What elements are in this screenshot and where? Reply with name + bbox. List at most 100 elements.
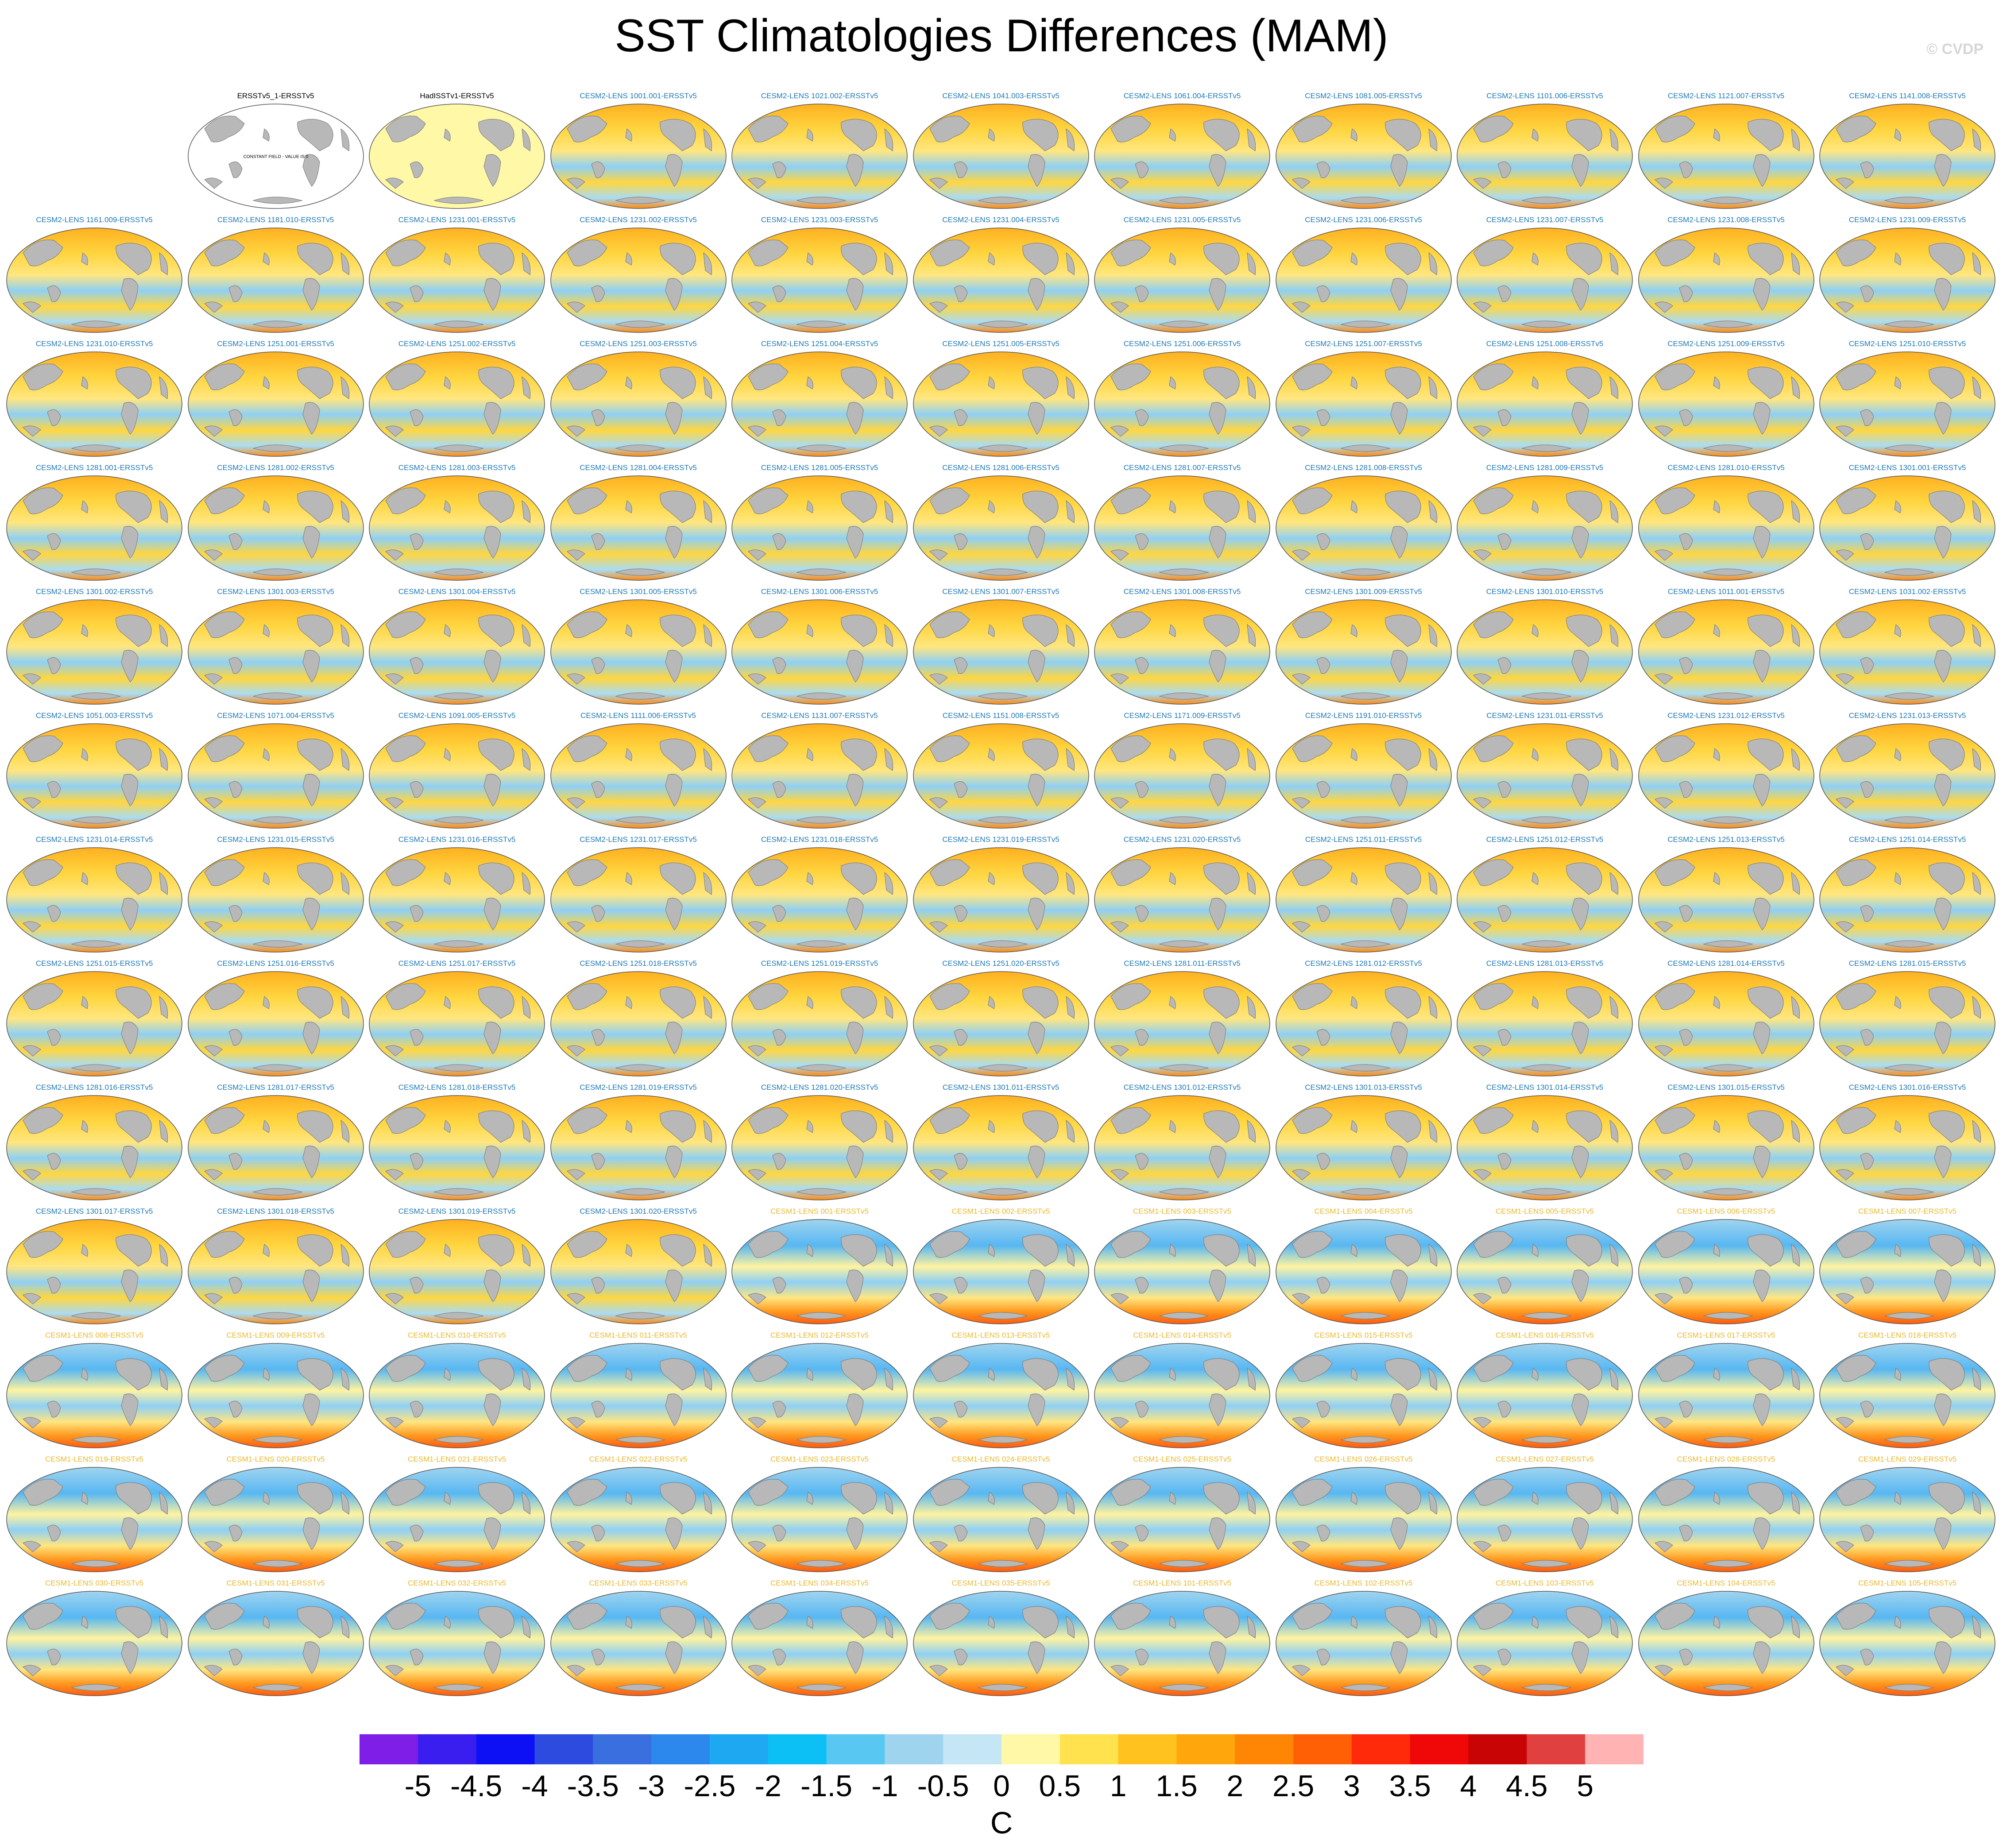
world-map <box>1638 1591 1814 1696</box>
map-panel: CESM1-LENS 105-ERSSTv5 <box>1818 1578 1996 1698</box>
world-map <box>1094 1343 1270 1448</box>
panel-title: CESM2-LENS 1301.005-ERSSTv5 <box>580 587 697 596</box>
map-panel: CESM2-LENS 1281.019-ERSSTv5 <box>549 1082 727 1202</box>
world-map <box>369 847 545 953</box>
continents <box>748 363 893 452</box>
map-outline <box>369 1219 545 1324</box>
map-outline <box>1638 723 1814 829</box>
map-panel: CESM2-LENS 1251.003-ERSSTv5 <box>549 339 727 458</box>
map-panel: CESM2-LENS 1251.004-ERSSTv5 <box>731 339 909 458</box>
world-map <box>6 723 182 829</box>
map-outline <box>187 351 364 457</box>
map-panel: CESM1-LENS 020-ERSSTv5 <box>187 1454 365 1574</box>
map-outline <box>6 1095 182 1200</box>
map-outline <box>6 1591 182 1696</box>
colorbar-swatch <box>418 1734 477 1764</box>
ocean-field <box>913 1591 1089 1696</box>
world-map <box>1638 228 1814 333</box>
map-panel: CESM2-LENS 1181.010-ERSSTv5 <box>187 215 365 334</box>
continents <box>748 1231 893 1319</box>
ocean-field <box>1276 600 1451 704</box>
panel-title: CESM2-LENS 1301.012-ERSSTv5 <box>1123 1083 1241 1092</box>
panel-title: CESM2-LENS 1281.016-ERSSTv5 <box>35 1083 153 1092</box>
map-outline <box>187 847 364 953</box>
ocean-field <box>1820 600 1995 704</box>
panel-title: CESM1-LENS 011-ERSSTv5 <box>589 1331 687 1339</box>
panel-title: CESM2-LENS 1281.020-ERSSTv5 <box>761 1083 878 1092</box>
map-outline <box>1457 1467 1633 1572</box>
map-outline <box>550 104 727 209</box>
continents <box>1292 239 1437 328</box>
map-outline <box>187 971 364 1076</box>
panel-title: CESM2-LENS 1161.009-ERSSTv5 <box>36 216 153 224</box>
world-map <box>1819 1095 1995 1200</box>
ocean-field <box>550 1343 726 1448</box>
ocean-field <box>7 352 182 456</box>
ocean-field <box>188 1096 363 1200</box>
continents <box>1292 735 1437 824</box>
continents <box>748 1355 893 1443</box>
map-outline <box>1638 104 1814 209</box>
panel-title: CESM2-LENS 1301.014-ERSSTv5 <box>1486 1083 1604 1092</box>
map-panel: CESM2-LENS 1251.002-ERSSTv5 <box>368 339 546 458</box>
colorbar-swatch <box>1293 1734 1352 1764</box>
world-map <box>1094 971 1270 1076</box>
continents <box>929 983 1075 1072</box>
ocean-field <box>188 972 363 1076</box>
map-panel: CESM2-LENS 1281.014-ERSSTv5 <box>1637 958 1815 1078</box>
map-outline <box>187 1219 364 1324</box>
continents <box>204 1231 349 1319</box>
map-outline <box>187 1591 364 1696</box>
continents <box>1292 363 1437 452</box>
panel-title: CESM1-LENS 032-ERSSTv5 <box>407 1579 507 1587</box>
continents <box>1836 1107 1981 1196</box>
panel-title: CESM2-LENS 1041.003-ERSSTv5 <box>942 92 1060 100</box>
panel-title: CESM1-LENS 010-ERSSTv5 <box>407 1331 507 1339</box>
world-map <box>6 971 182 1076</box>
map-panel: ERSSTv5_1-ERSSTv5 CONSTANT FIELD - VALUE … <box>187 91 365 210</box>
continents <box>23 1355 168 1443</box>
continents <box>1473 735 1619 824</box>
world-map <box>913 228 1089 333</box>
ocean-field <box>188 1467 363 1572</box>
panel-grid: ERSSTv5_1-ERSSTv5 CONSTANT FIELD - VALUE … <box>5 91 1996 1698</box>
map-outline <box>1819 351 1995 457</box>
continents <box>1836 1603 1981 1691</box>
ocean-field <box>369 352 545 456</box>
panel-title: CESM1-LENS 022-ERSSTv5 <box>589 1455 688 1463</box>
world-map <box>913 847 1089 953</box>
colorbar-tick-label: 3 <box>1343 1769 1360 1803</box>
panel-title: CESM1-LENS 013-ERSSTv5 <box>951 1331 1050 1339</box>
ocean-field <box>7 1219 182 1324</box>
ocean-field <box>1638 228 1814 332</box>
continents <box>1473 1231 1619 1319</box>
world-map <box>1094 723 1270 829</box>
ocean-field <box>1638 1591 1814 1696</box>
map-panel: CESM2-LENS 1231.016-ERSSTv5 <box>368 834 546 954</box>
continents <box>204 735 349 824</box>
panel-title: CESM2-LENS 1231.002-ERSSTv5 <box>580 216 697 224</box>
continents <box>1836 363 1981 452</box>
panel-title: CESM1-LENS 023-ERSSTv5 <box>770 1455 869 1463</box>
colorbar-swatch <box>534 1734 593 1764</box>
continents <box>1110 735 1256 824</box>
ocean-field <box>732 1591 907 1696</box>
map-outline <box>1638 351 1814 457</box>
ocean-field <box>913 104 1089 208</box>
map-outline <box>369 1095 545 1200</box>
map-panel: CESM2-LENS 1281.001-ERSSTv5 <box>5 463 183 582</box>
map-outline <box>1094 228 1270 333</box>
map-outline <box>1457 228 1633 333</box>
map-outline <box>369 104 545 209</box>
ocean-field <box>1820 476 1995 580</box>
panel-title: CESM2-LENS 1231.001-ERSSTv5 <box>398 216 516 224</box>
map-outline <box>731 1095 908 1200</box>
continents <box>748 859 893 948</box>
world-map <box>6 1467 182 1572</box>
world-map <box>187 1591 364 1696</box>
continents <box>23 487 168 576</box>
world-map <box>369 475 545 581</box>
continents <box>1292 1603 1437 1691</box>
ocean-field <box>369 1219 545 1324</box>
continents <box>1110 239 1256 328</box>
